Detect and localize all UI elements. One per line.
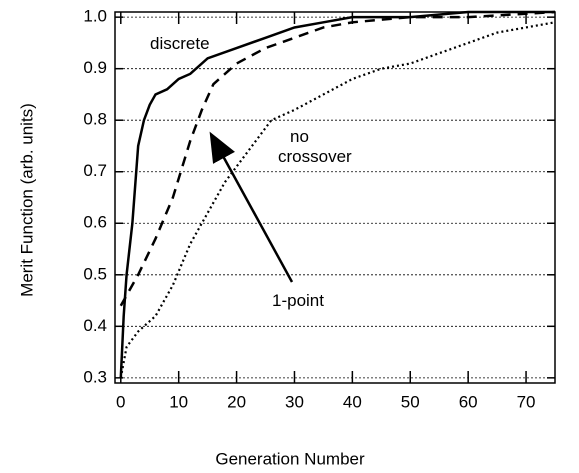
y-tick-label: 0.5 (83, 264, 107, 283)
y-tick-label: 0.4 (83, 316, 107, 335)
series-label: 1-point (272, 291, 324, 310)
y-tick-label: 0.6 (83, 213, 107, 232)
y-tick-label: 1.0 (83, 7, 107, 26)
arrow (209, 131, 294, 283)
x-tick-label: 0 (116, 392, 125, 411)
series-label: discrete (150, 34, 210, 53)
y-tick-label: 0.3 (83, 367, 107, 386)
series-line (119, 21, 556, 379)
y-tick-label: 0.9 (83, 58, 107, 77)
x-tick-label: 20 (227, 392, 246, 411)
series-line (119, 10, 555, 378)
y-tick-label: 0.7 (83, 161, 107, 180)
x-tick-label: 70 (517, 392, 536, 411)
plot-frame (114, 11, 556, 384)
x-axis-label: Generation Number (215, 449, 365, 468)
x-tick-label: 60 (459, 392, 478, 411)
x-tick-label: 50 (401, 392, 420, 411)
x-tick-label: 40 (343, 392, 362, 411)
x-tick-label: 30 (285, 392, 304, 411)
series-line (119, 10, 556, 307)
y-axis-label: Merit Function (arb. units) (17, 103, 36, 297)
x-tick-label: 10 (169, 392, 188, 411)
y-tick-label: 0.8 (83, 110, 107, 129)
series-label: no crossover (278, 127, 352, 166)
